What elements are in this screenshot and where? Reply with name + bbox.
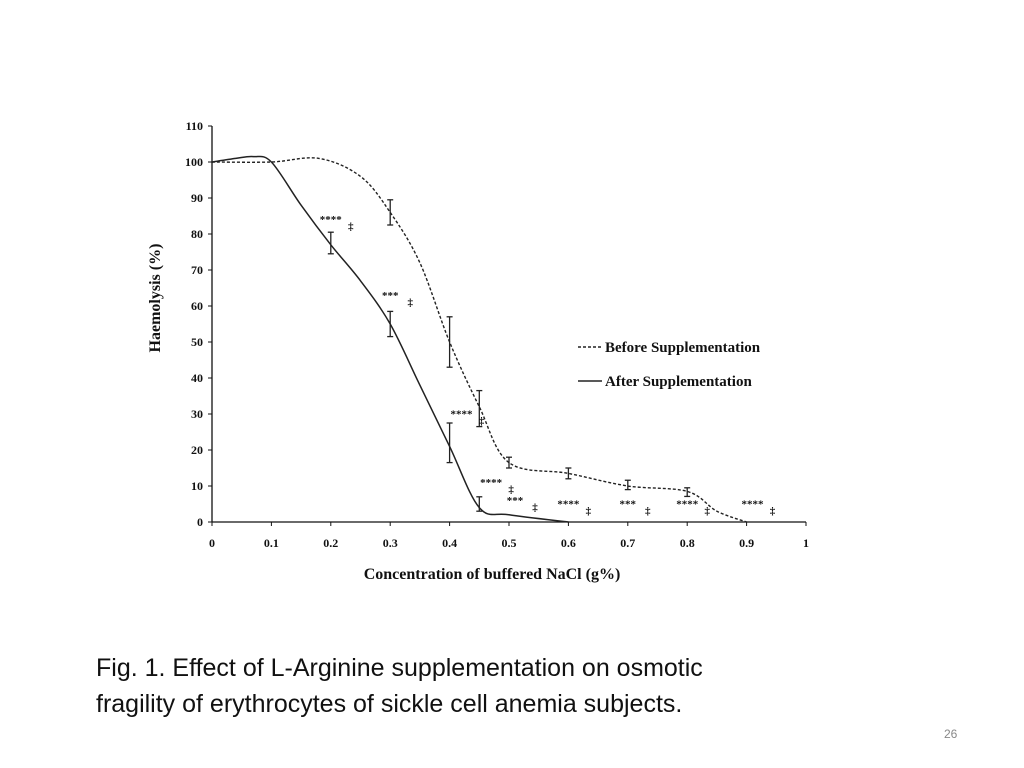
y-tick-label: 110: [186, 119, 203, 133]
x-tick-label: 0.2: [323, 536, 338, 550]
significance-dagger: ‡: [407, 297, 413, 309]
x-tick-label: 0.3: [383, 536, 398, 550]
significance-dagger: ‡: [508, 484, 514, 496]
significance-dagger: ‡: [770, 506, 776, 518]
significance-dagger: ‡: [645, 506, 651, 518]
significance-marker: ****: [676, 499, 699, 511]
x-tick-label: 0.1: [264, 536, 279, 550]
series-line-before: [211, 157, 747, 523]
y-tick-label: 70: [191, 263, 203, 277]
y-tick-label: 0: [197, 515, 203, 529]
significance-marker: ****: [742, 499, 765, 511]
significance-marker: ***: [620, 499, 637, 511]
y-tick-label: 90: [191, 191, 203, 205]
caption-line-2: fragility of erythrocytes of sickle cell…: [96, 690, 683, 718]
x-tick-label: 0.5: [502, 536, 517, 550]
x-tick-label: 0.6: [561, 536, 576, 550]
chart-series: [211, 155, 747, 523]
y-tick-label: 80: [191, 227, 203, 241]
y-tick-label: 10: [191, 479, 203, 493]
significance-marker: ****: [480, 477, 503, 489]
x-tick-label: 1: [803, 536, 809, 550]
x-tick-label: 0.7: [620, 536, 635, 550]
y-tick-label: 100: [185, 155, 203, 169]
y-tick-label: 60: [191, 299, 203, 313]
significance-dagger: ‡: [348, 221, 354, 233]
chart: 0 10 20 30 40 50 60 70 80 90 100 110 0 0.1 0.2 0.3 0.4 0.…: [147, 119, 809, 583]
significance-dagger: ‡: [479, 416, 485, 428]
significance-marker: ***: [382, 290, 399, 302]
significance-dagger: ‡: [704, 506, 710, 518]
chart-annotations: ****‡***‡****‡****‡***‡ ****‡***‡****‡***…: [320, 214, 776, 517]
significance-dagger: ‡: [586, 506, 592, 518]
x-tick-label: 0.8: [680, 536, 695, 550]
y-tick-label: 30: [191, 407, 203, 421]
caption-line-1: Fig. 1. Effect of L-Arginine supplementa…: [96, 654, 703, 682]
x-tick-label: 0.9: [739, 536, 754, 550]
x-tick-label: 0.4: [442, 536, 457, 550]
significance-marker: ****: [450, 409, 473, 421]
significance-dagger: ‡: [532, 502, 538, 514]
x-tick-label: 0: [209, 536, 215, 550]
legend-label-after: After Supplementation: [605, 374, 752, 390]
significance-marker: ****: [320, 214, 343, 226]
figure-caption: Fig. 1. Effect of L-Arginine supplementa…: [96, 650, 896, 722]
chart-legend: Before Supplementation After Supplementat…: [578, 340, 761, 390]
significance-marker: ***: [507, 495, 524, 507]
legend-label-before: Before Supplementation: [605, 340, 761, 356]
x-axis-label: Concentration of buffered NaCl (g%): [364, 566, 621, 583]
chart-axes: 0 10 20 30 40 50 60 70 80 90 100 110 0 0.1 0.2 0.3 0.4 0.…: [185, 119, 809, 550]
y-tick-label: 20: [191, 443, 203, 457]
y-axis-label: Haemolysis (%): [147, 244, 164, 353]
significance-marker: ****: [557, 499, 580, 511]
slide-number: 26: [944, 727, 958, 741]
y-tick-label: 50: [191, 335, 203, 349]
y-tick-label: 40: [191, 371, 203, 385]
